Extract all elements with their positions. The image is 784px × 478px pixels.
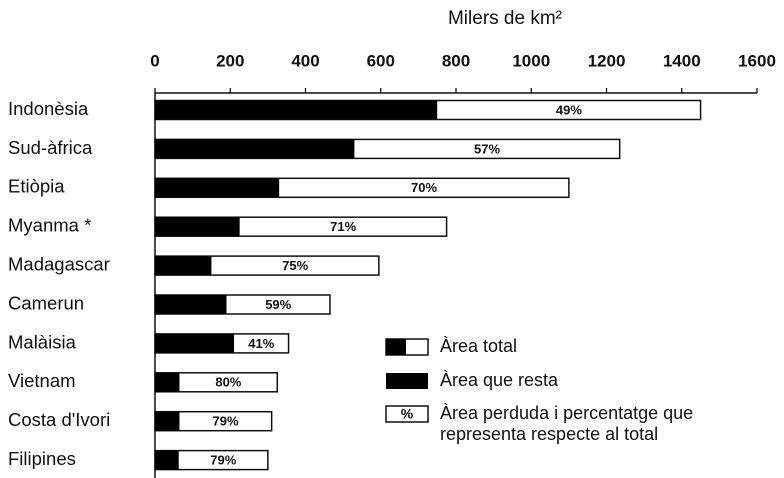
legend-symbol: % (401, 406, 414, 422)
x-tick-label: 1000 (512, 51, 550, 70)
y-tick-label: Camerun (8, 292, 84, 313)
value-label: 75% (282, 258, 308, 273)
y-tick-label: Etiòpia (8, 176, 65, 197)
value-label: 80% (215, 375, 241, 390)
bar-remaining (155, 372, 180, 392)
y-tick-label: Vietnam (8, 370, 76, 391)
legend-label: Àrea total (440, 336, 518, 356)
legend-label: Àrea que resta (440, 370, 559, 390)
value-label: 41% (248, 336, 274, 351)
x-tick-label: 1200 (588, 51, 626, 70)
bar-remaining (155, 178, 280, 198)
legend-swatch (386, 373, 428, 389)
y-tick-label: Indonèsia (8, 98, 89, 119)
bar-remaining (155, 333, 235, 353)
value-label: 49% (556, 102, 582, 117)
y-tick-label: Filipines (8, 448, 76, 469)
y-tick-label: Costa d'Ivori (8, 409, 110, 430)
y-tick-label: Myanma * (8, 215, 91, 236)
bar-remaining (155, 217, 240, 237)
y-tick-label: Madagascar (8, 253, 110, 274)
bar-remaining (155, 139, 355, 159)
value-label: 57% (474, 141, 500, 156)
value-label: 79% (210, 453, 236, 468)
x-tick-label: 600 (367, 51, 395, 70)
y-tick-label: Malàisia (8, 331, 77, 352)
bar-remaining (155, 100, 438, 120)
x-tick-label: 800 (442, 51, 470, 70)
x-tick-label: 1600 (738, 51, 776, 70)
bar-remaining (155, 411, 180, 431)
bar-remaining (155, 295, 227, 314)
y-tick-label: Sud-àfrica (8, 137, 93, 158)
bar-remaining (155, 450, 179, 470)
x-tick-label: 0 (150, 51, 159, 70)
x-tick-label: 200 (216, 51, 244, 70)
x-tick-label: 400 (291, 51, 319, 70)
value-label: 59% (265, 297, 291, 312)
axis-title: Milers de km² (448, 8, 562, 29)
value-label: 79% (213, 414, 239, 429)
x-tick-label: 1400 (663, 51, 701, 70)
legend-swatch (386, 339, 406, 355)
value-label: 70% (411, 180, 437, 195)
legend-label: Àrea perduda i percentatge que represent… (440, 403, 694, 444)
legend-swatch (385, 405, 429, 423)
value-label: 71% (330, 219, 356, 234)
bar-remaining (155, 256, 212, 276)
